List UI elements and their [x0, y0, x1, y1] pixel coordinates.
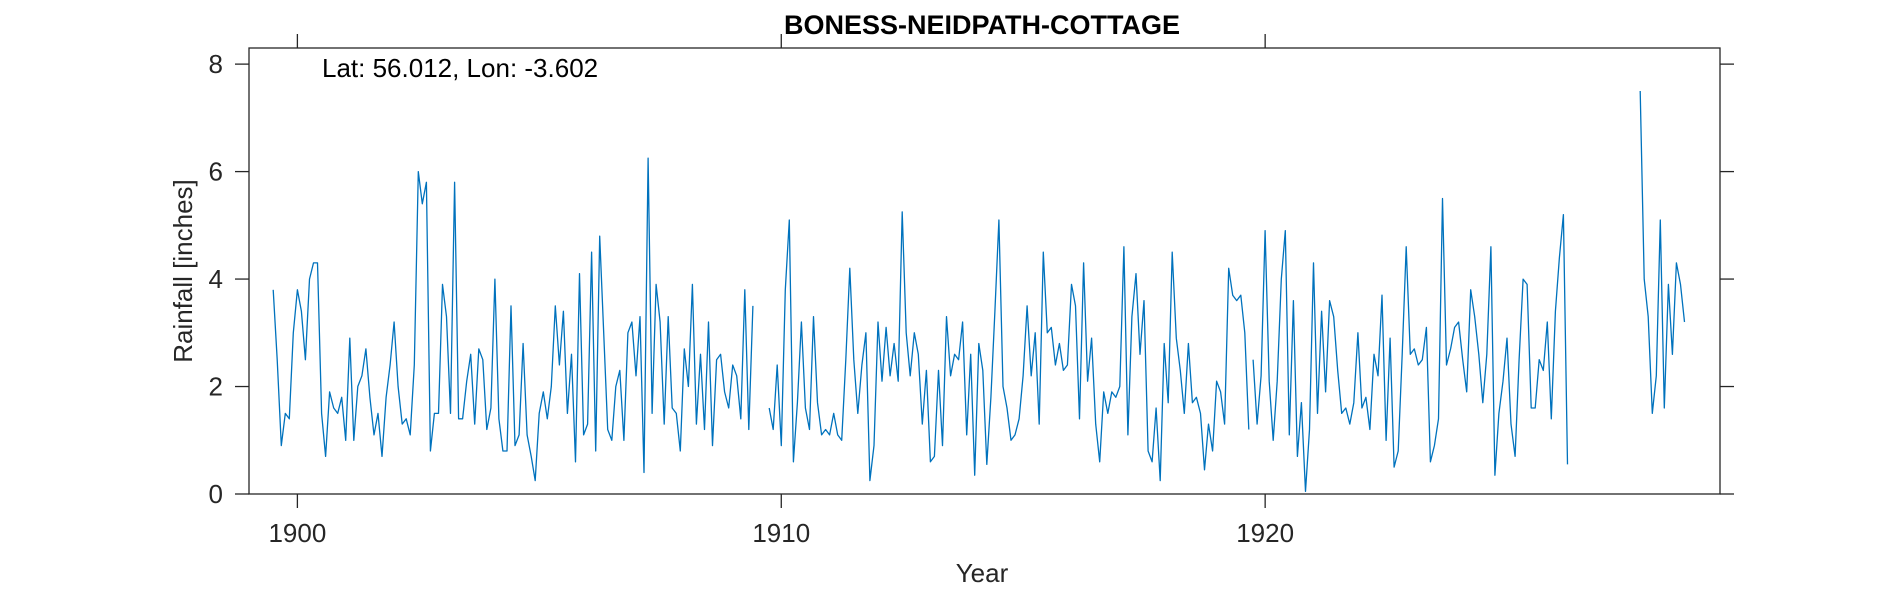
series-line-segment-2	[1252, 197, 1569, 492]
series-line-segment-1	[768, 211, 1250, 482]
y-axis: 0 2 4 6 8	[209, 49, 1734, 509]
chart-title: BONESS-NEIDPATH-COTTAGE	[784, 10, 1180, 40]
y-axis-label: Rainfall [inches]	[168, 179, 198, 363]
x-axis: 1900 1910 1920	[268, 34, 1294, 548]
location-annotation: Lat: 56.012, Lon: -3.602	[322, 53, 598, 83]
x-tick-label-0: 1900	[268, 518, 326, 548]
x-tick-label-1: 1910	[752, 518, 810, 548]
x-axis-label: Year	[956, 558, 1009, 588]
plot-area-box	[248, 47, 1721, 495]
y-tick-label-1: 2	[209, 372, 223, 402]
y-tick-label-4: 8	[209, 49, 223, 79]
y-tick-label-0: 0	[209, 479, 223, 509]
x-tick-label-2: 1920	[1236, 518, 1294, 548]
series-line-segment-3	[1639, 90, 1686, 415]
rainfall-series	[272, 90, 1686, 492]
y-tick-label-3: 6	[209, 157, 223, 187]
y-tick-label-2: 4	[209, 264, 223, 294]
series-line-segment-0	[272, 157, 754, 482]
